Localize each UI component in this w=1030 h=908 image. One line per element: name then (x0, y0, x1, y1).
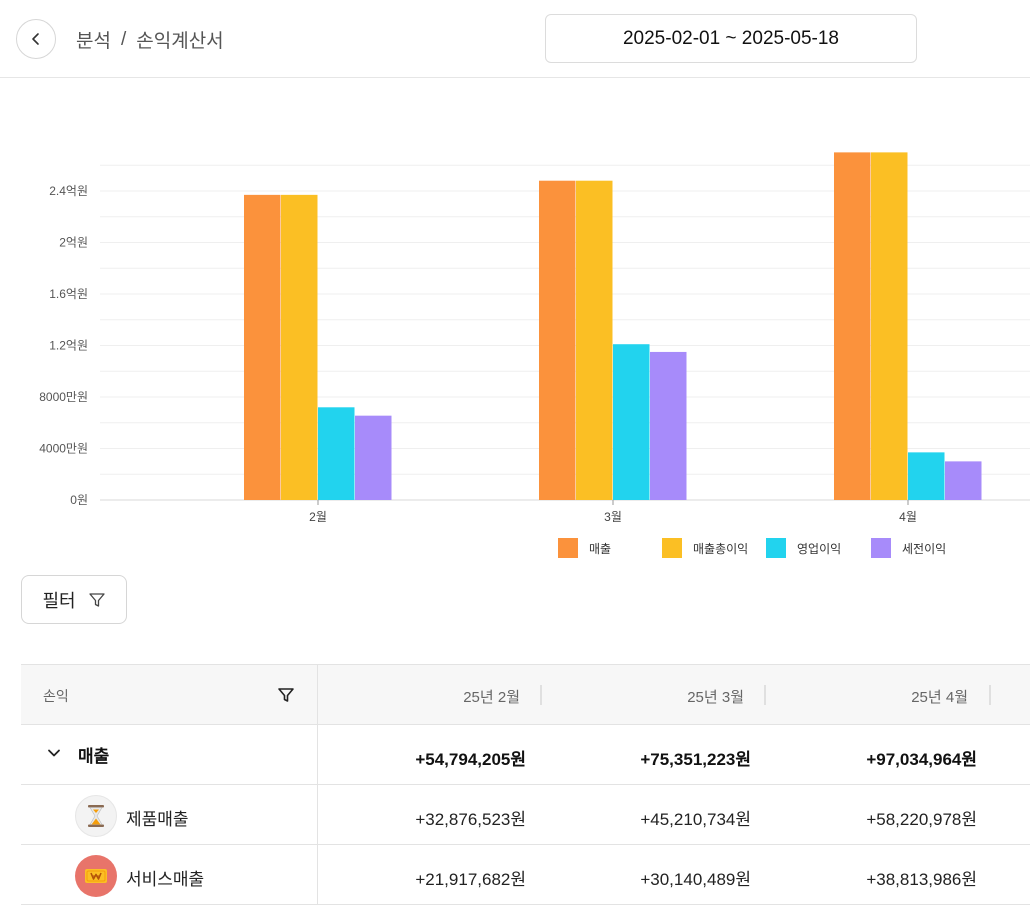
legend-swatch (558, 538, 578, 558)
ticket-icon (75, 855, 117, 897)
breadcrumb-separator: / (120, 28, 127, 50)
table-row-group[interactable]: 매출 +54,794,205원 +75,351,223원 +97,034,964… (21, 725, 1030, 785)
breadcrumb-analysis[interactable]: 분석 (76, 31, 111, 52)
x-tick-label: 3월 (604, 510, 622, 524)
table-cell: +21,917,682원 (415, 870, 526, 889)
bar[interactable] (871, 152, 908, 500)
bar[interactable] (539, 180, 576, 500)
bar[interactable] (650, 351, 687, 500)
row-name: 매출 (78, 747, 110, 766)
table-cell: +58,220,978원 (866, 810, 977, 829)
table-row[interactable]: 제품매출 +32,876,523원 +45,210,734원 +58,220,9… (21, 785, 1030, 845)
filter-label: 필터 (42, 590, 76, 611)
bar[interactable] (318, 407, 355, 500)
bar[interactable] (244, 194, 281, 501)
bar[interactable] (576, 180, 613, 500)
x-tick-label: 2월 (309, 510, 327, 524)
breadcrumb: 분석 / 손익계산서 (76, 26, 224, 53)
bar[interactable] (355, 415, 392, 500)
chart-svg: 0원 4000만원 8000만원 1.2억원 1.6억원 2억원 2.4억원 2월 3월 4월 (39, 152, 1030, 524)
bar[interactable] (281, 194, 318, 501)
table-cell: +38,813,986원 (866, 870, 977, 889)
row-name: 서비스매출 (126, 870, 205, 889)
bar[interactable] (834, 152, 871, 500)
column-header-month: 25년 3월 (687, 689, 744, 706)
chart-legend: 매출 매출총이익 영업이익 세전이익 (558, 537, 961, 559)
legend-swatch (871, 538, 891, 558)
column-resize-handle[interactable] (764, 685, 766, 705)
table-cell: +75,351,223원 (640, 750, 751, 769)
chevron-down-icon[interactable] (46, 745, 62, 761)
filter-button[interactable]: 필터 (21, 575, 127, 624)
filter-icon (88, 592, 105, 607)
legend-label: 매출총이익 (693, 541, 749, 556)
hourglass-icon (75, 795, 117, 837)
table-cell: +30,140,489원 (640, 870, 751, 889)
bar-chart: 0원 4000만원 8000만원 1.2억원 1.6억원 2억원 2.4억원 2월 3월 4월 (0, 90, 1030, 570)
table-cell: +32,876,523원 (415, 810, 526, 829)
legend-item[interactable]: 매출 (558, 538, 662, 558)
legend-label: 매출 (589, 541, 612, 556)
x-tick-label: 4월 (899, 510, 917, 524)
legend-label: 영업이익 (797, 541, 842, 556)
table-cell: +97,034,964원 (866, 750, 977, 769)
y-tick-label: 2억원 (59, 236, 88, 250)
row-name: 제품매출 (126, 810, 189, 829)
bar[interactable] (945, 461, 982, 500)
column-divider (317, 665, 318, 726)
column-filter-icon[interactable] (277, 686, 295, 704)
breadcrumb-income-statement: 손익계산서 (136, 31, 224, 52)
back-button[interactable] (16, 19, 56, 59)
top-header: 분석 / 손익계산서 2025-02-01 ~ 2025-05-18 (0, 0, 1030, 78)
y-tick-label: 8000만원 (39, 390, 88, 404)
y-tick-label: 4000만원 (39, 442, 88, 456)
legend-item[interactable]: 매출총이익 (662, 538, 766, 558)
table-header: 손익 25년 2월 25년 3월 25년 4월 (21, 664, 1030, 726)
column-header-account: 손익 (43, 688, 69, 704)
legend-item[interactable]: 영업이익 (766, 538, 871, 558)
column-header-month: 25년 2월 (463, 689, 520, 706)
y-tick-label: 2.4억원 (49, 184, 88, 198)
table-row[interactable]: 서비스매출 +21,917,682원 +30,140,489원 +38,813,… (21, 845, 1030, 905)
chevron-left-icon (32, 33, 39, 45)
legend-swatch (766, 538, 786, 558)
bar[interactable] (613, 344, 650, 500)
column-divider (317, 725, 318, 784)
table-cell: +45,210,734원 (640, 810, 751, 829)
table-cell: +54,794,205원 (415, 750, 526, 769)
y-tick-label: 1.6억원 (49, 287, 88, 301)
legend-swatch (662, 538, 682, 558)
column-resize-handle[interactable] (989, 685, 991, 705)
column-divider (317, 845, 318, 904)
column-divider (317, 785, 318, 844)
date-range-picker[interactable]: 2025-02-01 ~ 2025-05-18 (545, 14, 917, 63)
income-statement-table: 손익 25년 2월 25년 3월 25년 4월 매출 +54,794,205원 … (21, 664, 1030, 905)
legend-item[interactable]: 세전이익 (871, 538, 961, 558)
y-tick-label: 1.2억원 (49, 339, 88, 353)
column-header-month: 25년 4월 (911, 689, 968, 706)
bar[interactable] (908, 452, 945, 500)
column-resize-handle[interactable] (540, 685, 542, 705)
y-tick-label: 0원 (70, 493, 88, 507)
legend-label: 세전이익 (902, 541, 947, 556)
